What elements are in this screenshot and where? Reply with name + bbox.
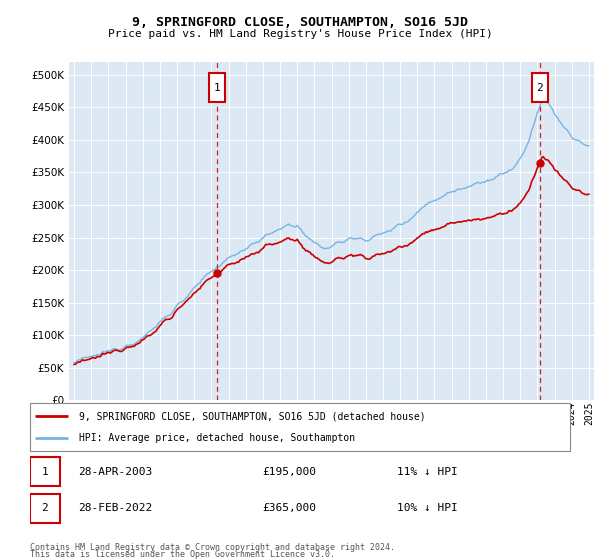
Text: 28-FEB-2022: 28-FEB-2022 <box>79 503 153 514</box>
FancyBboxPatch shape <box>30 403 570 451</box>
Text: 1: 1 <box>41 466 48 477</box>
Text: £365,000: £365,000 <box>262 503 316 514</box>
FancyBboxPatch shape <box>30 494 60 523</box>
Text: HPI: Average price, detached house, Southampton: HPI: Average price, detached house, Sout… <box>79 433 355 443</box>
Text: This data is licensed under the Open Government Licence v3.0.: This data is licensed under the Open Gov… <box>30 550 335 559</box>
FancyBboxPatch shape <box>209 73 224 102</box>
FancyBboxPatch shape <box>30 457 60 486</box>
Text: 11% ↓ HPI: 11% ↓ HPI <box>397 466 458 477</box>
Text: £195,000: £195,000 <box>262 466 316 477</box>
FancyBboxPatch shape <box>532 73 548 102</box>
Text: 9, SPRINGFORD CLOSE, SOUTHAMPTON, SO16 5JD: 9, SPRINGFORD CLOSE, SOUTHAMPTON, SO16 5… <box>132 16 468 29</box>
Text: Contains HM Land Registry data © Crown copyright and database right 2024.: Contains HM Land Registry data © Crown c… <box>30 543 395 552</box>
Text: 9, SPRINGFORD CLOSE, SOUTHAMPTON, SO16 5JD (detached house): 9, SPRINGFORD CLOSE, SOUTHAMPTON, SO16 5… <box>79 411 425 421</box>
Text: 10% ↓ HPI: 10% ↓ HPI <box>397 503 458 514</box>
Text: 1: 1 <box>214 83 220 92</box>
Text: 2: 2 <box>536 83 544 92</box>
Text: 2: 2 <box>41 503 48 514</box>
Text: Price paid vs. HM Land Registry's House Price Index (HPI): Price paid vs. HM Land Registry's House … <box>107 29 493 39</box>
Text: 28-APR-2003: 28-APR-2003 <box>79 466 153 477</box>
